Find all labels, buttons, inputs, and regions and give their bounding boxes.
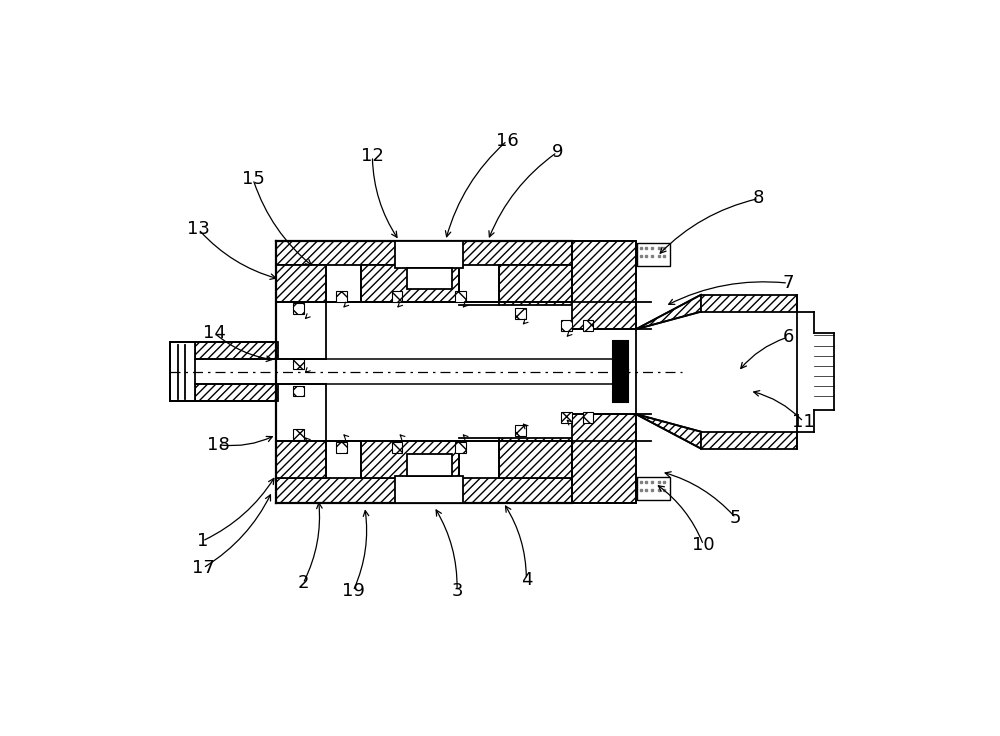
- Bar: [455, 442, 466, 453]
- Bar: [515, 425, 526, 436]
- Polygon shape: [636, 414, 701, 449]
- Bar: [293, 429, 304, 440]
- Bar: [407, 268, 452, 289]
- Text: 7: 7: [782, 274, 794, 292]
- Text: 12: 12: [361, 147, 384, 165]
- Bar: [701, 432, 797, 449]
- Bar: [276, 241, 572, 266]
- Polygon shape: [636, 294, 701, 329]
- Bar: [395, 475, 463, 503]
- Text: 14: 14: [203, 324, 226, 342]
- Bar: [195, 384, 278, 401]
- Bar: [361, 441, 459, 478]
- Bar: [637, 243, 670, 266]
- Bar: [583, 320, 593, 331]
- Bar: [276, 478, 572, 503]
- Bar: [276, 441, 326, 478]
- Bar: [613, 341, 628, 403]
- Text: 3: 3: [451, 582, 463, 600]
- Text: 11: 11: [792, 413, 815, 431]
- Text: 8: 8: [753, 189, 765, 208]
- Text: 19: 19: [342, 582, 365, 600]
- Bar: [499, 438, 572, 478]
- Text: 4: 4: [521, 570, 532, 589]
- Bar: [293, 358, 304, 369]
- Bar: [455, 291, 466, 302]
- Bar: [572, 414, 636, 503]
- Bar: [561, 320, 572, 331]
- Bar: [572, 241, 636, 329]
- Bar: [293, 303, 304, 314]
- Bar: [392, 291, 402, 302]
- Text: 5: 5: [730, 509, 742, 527]
- Bar: [637, 477, 670, 500]
- Bar: [170, 342, 195, 401]
- Bar: [395, 241, 463, 268]
- Text: 18: 18: [207, 436, 230, 454]
- Text: 15: 15: [242, 170, 264, 188]
- Text: 17: 17: [192, 559, 214, 577]
- Bar: [407, 454, 452, 475]
- Bar: [515, 308, 526, 319]
- Text: 16: 16: [496, 132, 518, 149]
- Bar: [561, 412, 572, 423]
- Text: 13: 13: [187, 220, 210, 238]
- Bar: [701, 294, 797, 311]
- Text: 9: 9: [551, 144, 563, 161]
- Bar: [336, 442, 347, 453]
- Bar: [583, 412, 593, 423]
- Bar: [195, 342, 278, 359]
- Bar: [276, 266, 326, 302]
- Text: 2: 2: [297, 574, 309, 592]
- Bar: [361, 266, 459, 302]
- Text: 1: 1: [197, 532, 208, 550]
- Text: 10: 10: [692, 536, 715, 554]
- Bar: [336, 291, 347, 302]
- Text: 6: 6: [782, 328, 794, 346]
- Bar: [293, 386, 304, 396]
- Bar: [392, 442, 402, 453]
- Bar: [499, 266, 572, 305]
